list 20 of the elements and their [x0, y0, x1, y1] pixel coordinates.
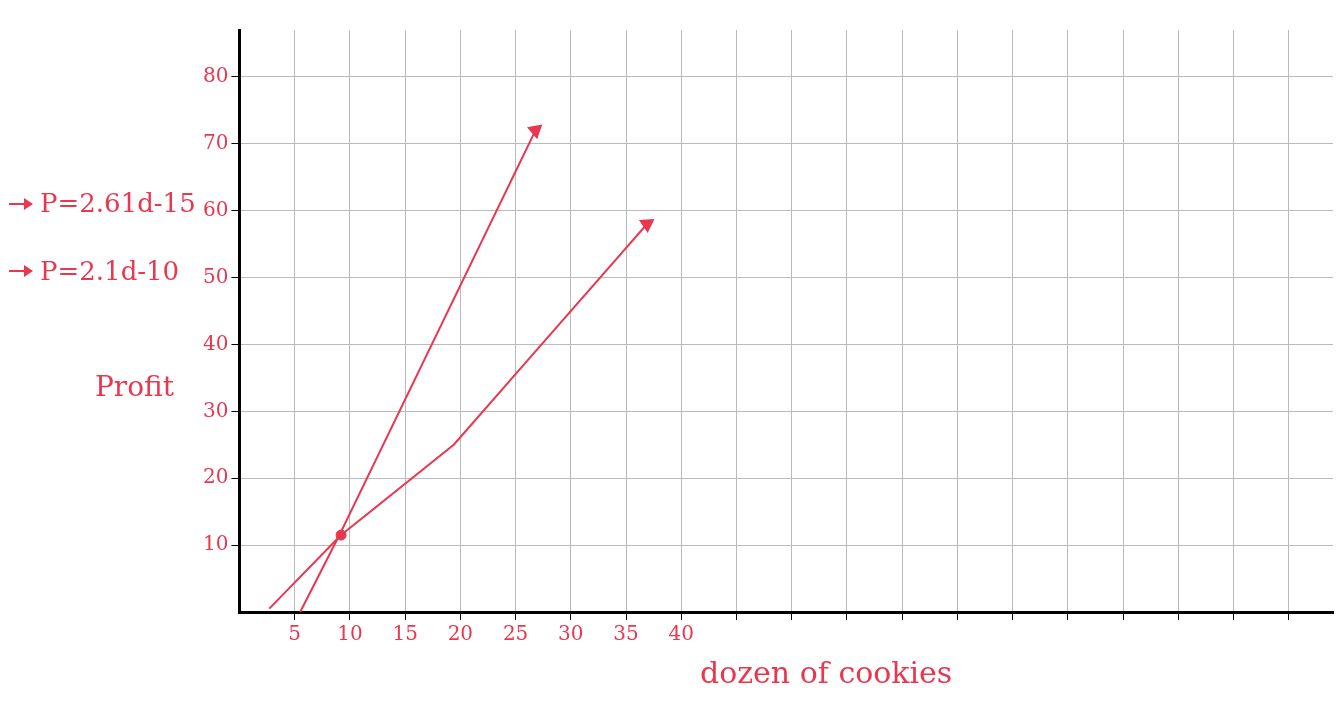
x-tick-label: 35: [613, 621, 639, 646]
x-tick-label: 15: [392, 621, 418, 646]
x-tick-label: 5: [288, 621, 302, 646]
y-tick-label: 10: [203, 531, 229, 556]
y-tick-label: 20: [203, 464, 229, 489]
y-tick-label: 80: [203, 63, 229, 88]
x-tick-label: 30: [558, 621, 584, 646]
x-tick-label: 20: [447, 621, 474, 646]
y-tick-label: 60: [203, 196, 229, 221]
y-tick-label: 70: [203, 129, 229, 154]
x-tick-label: 25: [502, 621, 529, 646]
x-tick-label: 10: [337, 621, 363, 646]
y-tick-label: 30: [203, 397, 229, 422]
legend-label: P=2.61d-15: [40, 187, 196, 220]
legend-label: P=2.1d-10: [40, 254, 180, 288]
y-axis-title: Profit: [95, 370, 175, 403]
y-tick-label: 40: [203, 330, 229, 355]
x-tick-label: 40: [668, 621, 695, 646]
x-axis-title: dozen of cookies: [700, 655, 953, 690]
y-tick-label: 50: [203, 263, 229, 288]
